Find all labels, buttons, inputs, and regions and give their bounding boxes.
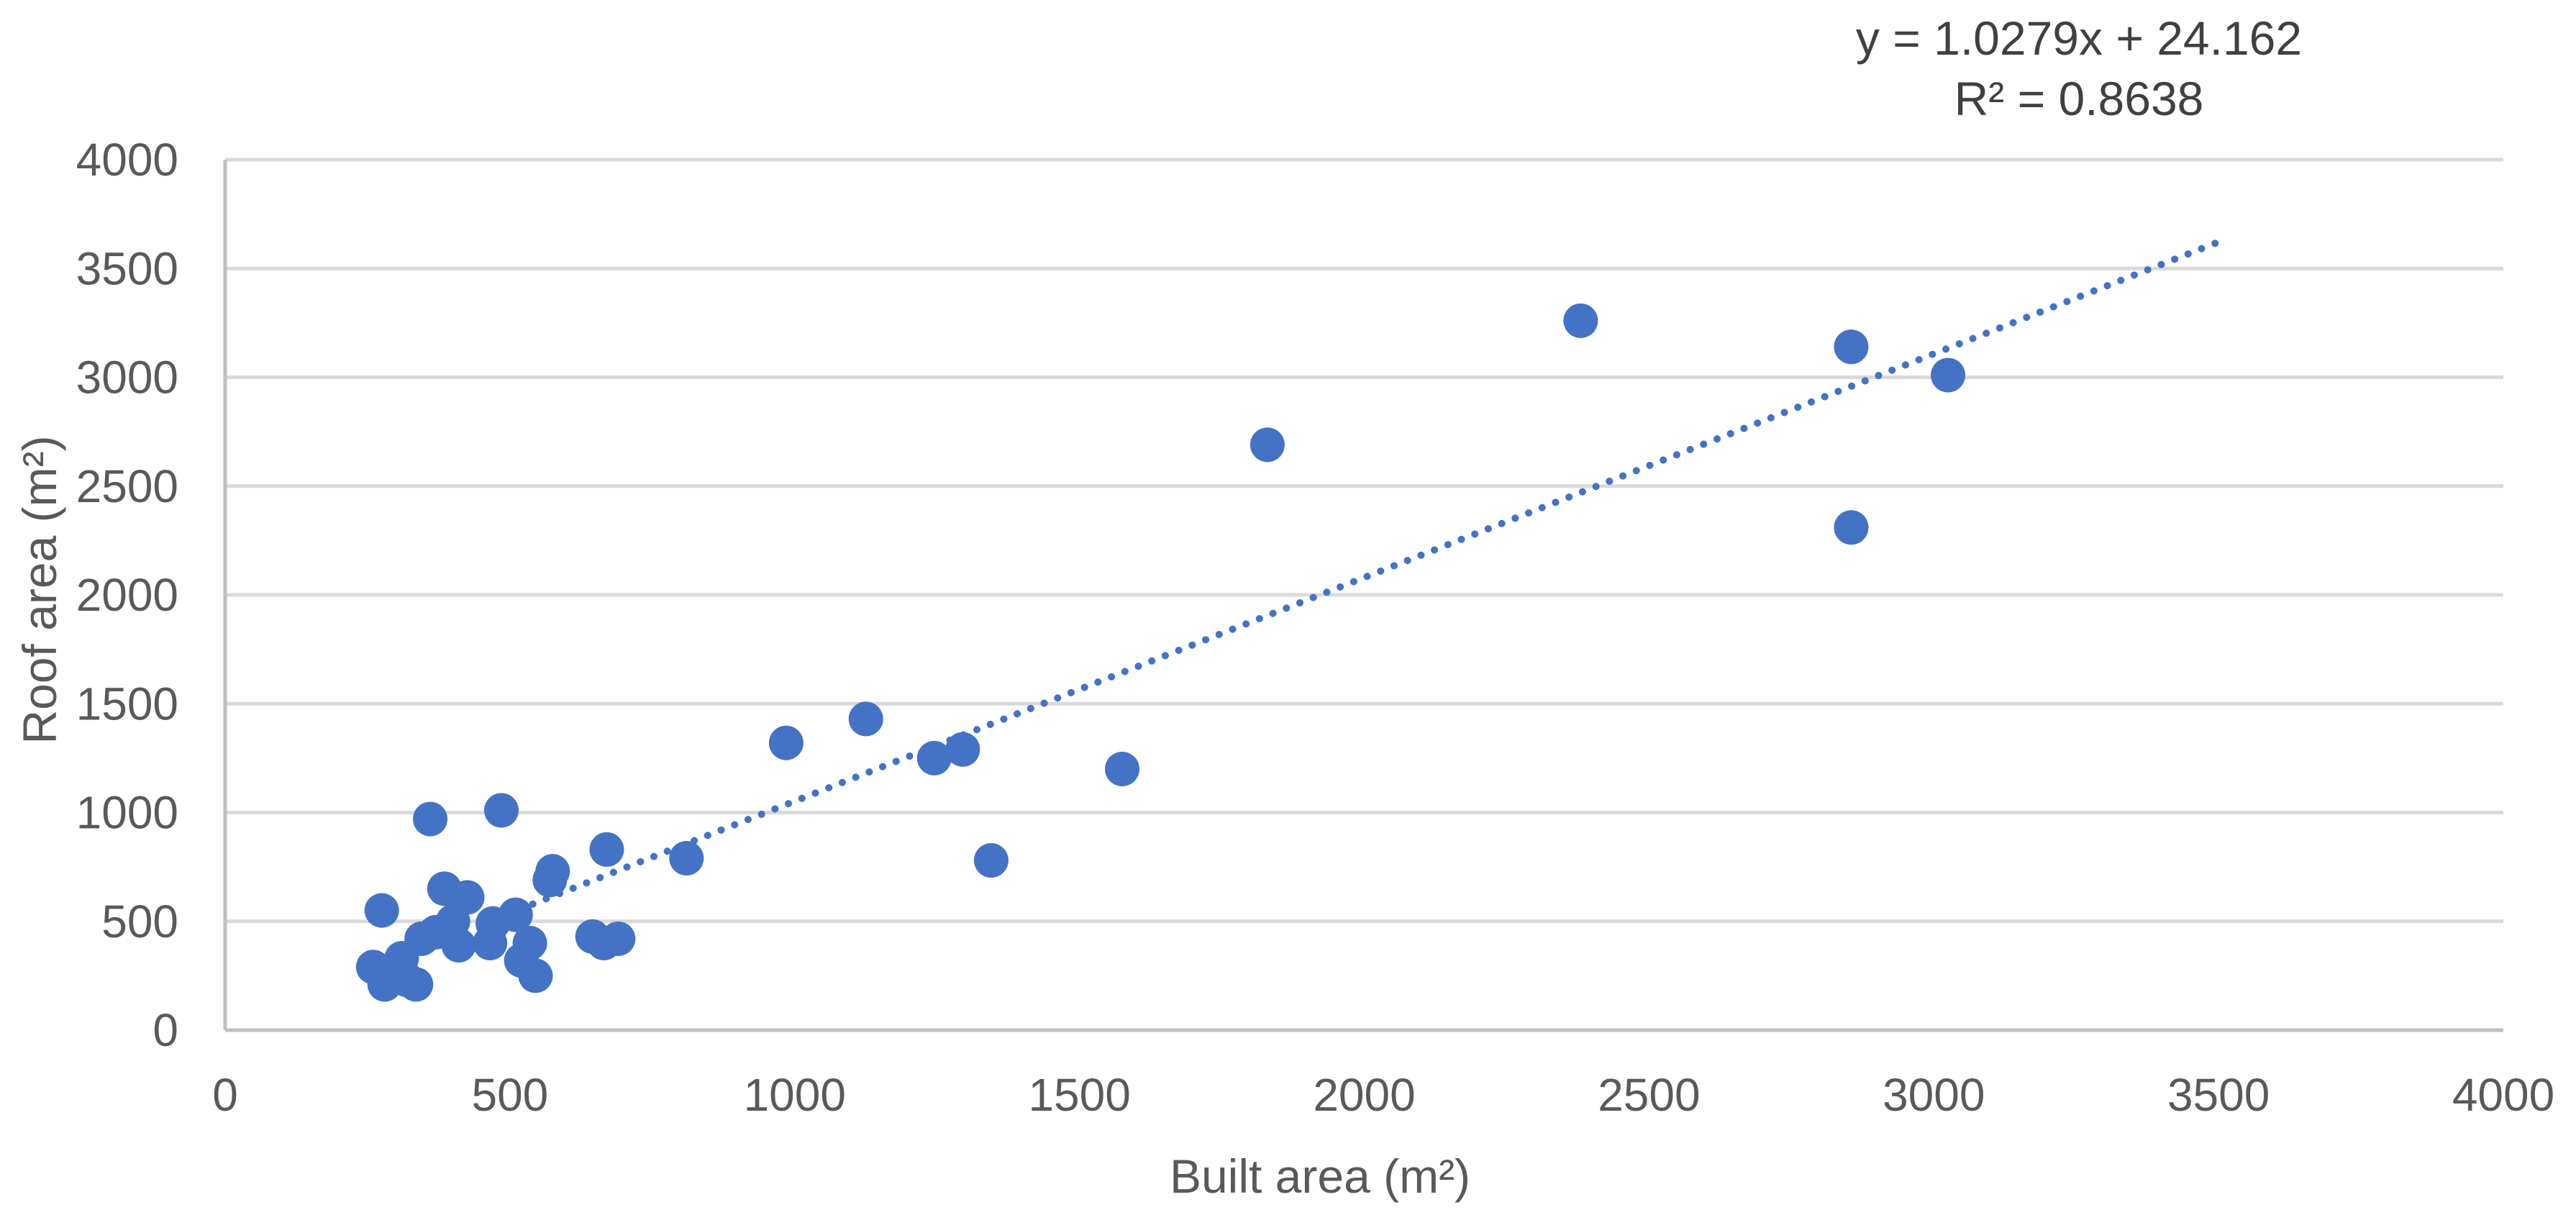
x-tick-label-2500: 2500 bbox=[1598, 1069, 1700, 1121]
data-point bbox=[399, 967, 434, 1002]
data-point bbox=[518, 958, 553, 993]
data-point bbox=[1931, 358, 1966, 393]
data-point bbox=[1250, 427, 1285, 463]
y-tick-label-500: 500 bbox=[101, 896, 178, 947]
data-point bbox=[1563, 303, 1598, 338]
data-point bbox=[669, 841, 704, 876]
data-point bbox=[498, 897, 533, 932]
x-tick-label-3500: 3500 bbox=[2167, 1069, 2270, 1121]
data-point bbox=[973, 843, 1009, 878]
data-point bbox=[441, 928, 476, 963]
axes bbox=[223, 160, 2503, 1032]
x-tick-labels: 0 500 1000 1500 2000 2500 3000 3500 4000 bbox=[212, 1069, 2554, 1121]
x-tick-label-1500: 1500 bbox=[1028, 1069, 1130, 1121]
y-tick-label-3000: 3000 bbox=[76, 352, 178, 404]
trendline-group bbox=[529, 238, 2223, 908]
y-axis-title: Roof area (m²) bbox=[13, 435, 66, 744]
gridlines bbox=[225, 158, 2503, 924]
data-point bbox=[916, 740, 952, 775]
data-point bbox=[848, 701, 883, 737]
data-point bbox=[512, 926, 547, 960]
data-point bbox=[1834, 510, 1869, 545]
x-tick-label-1000: 1000 bbox=[744, 1069, 846, 1121]
y-tick-labels: 0 500 1000 1500 2000 2500 3000 3500 4000 bbox=[76, 134, 178, 1056]
y-tick-label-3500: 3500 bbox=[76, 242, 178, 294]
data-point bbox=[413, 801, 448, 837]
data-point bbox=[1834, 329, 1869, 365]
data-point bbox=[535, 854, 570, 889]
trendline-equation: y = 1.0279x + 24.162 bbox=[1856, 12, 2302, 65]
trendline-r-squared: R² = 0.8638 bbox=[1954, 72, 2204, 125]
x-axis-title: Built area (m²) bbox=[1170, 1150, 1470, 1203]
x-tick-label-4000: 4000 bbox=[2452, 1069, 2554, 1121]
x-tick-label-3000: 3000 bbox=[1883, 1069, 1985, 1121]
x-tick-label-500: 500 bbox=[471, 1069, 548, 1121]
data-point bbox=[1105, 752, 1140, 786]
trendline bbox=[529, 238, 2223, 908]
y-tick-label-0: 0 bbox=[153, 1004, 178, 1056]
y-tick-label-2000: 2000 bbox=[76, 569, 178, 621]
x-tick-label-2000: 2000 bbox=[1313, 1069, 1415, 1121]
y-tick-label-1500: 1500 bbox=[76, 678, 178, 729]
data-point bbox=[768, 725, 804, 760]
data-point bbox=[601, 921, 636, 956]
data-point bbox=[364, 893, 399, 928]
data-point bbox=[945, 732, 980, 767]
data-point bbox=[450, 880, 485, 915]
y-tick-label-2500: 2500 bbox=[76, 460, 178, 512]
data-points bbox=[355, 303, 1966, 1002]
data-point bbox=[589, 832, 624, 867]
y-tick-label-4000: 4000 bbox=[76, 134, 178, 186]
x-tick-label-0: 0 bbox=[212, 1069, 238, 1121]
y-tick-label-1000: 1000 bbox=[76, 787, 178, 839]
data-point bbox=[483, 793, 519, 828]
